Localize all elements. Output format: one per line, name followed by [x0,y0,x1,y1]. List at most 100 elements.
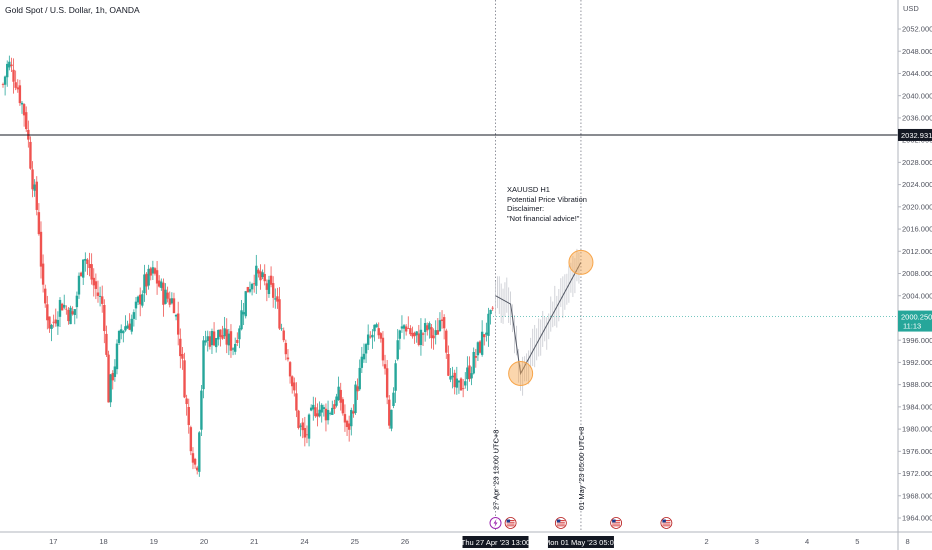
candle-body [227,333,231,346]
x-tick-label: 26 [401,537,409,546]
candle-body [373,324,376,332]
candle-body [75,295,79,308]
lightning-icon[interactable] [489,517,502,529]
candle-body [54,319,57,324]
candle-body [130,318,133,332]
y-tick-label: 1968.000 [902,491,932,500]
candle-body [278,299,281,329]
candle-body [94,281,98,289]
us-flag-icon[interactable] [610,517,623,529]
candle-body [360,356,364,368]
candle-body [478,341,482,353]
note-line: XAUUSD H1 [507,185,550,194]
candle-body [191,453,195,463]
candle-body [417,333,421,345]
candle-body [466,367,469,380]
candle-body [71,311,74,315]
y-tick-label: 2012.000 [902,247,932,256]
candle-body [3,76,7,85]
highlight-circle[interactable] [508,361,534,387]
flag-icon-stripe [506,523,515,525]
candle-body [394,363,397,391]
candle-body [335,396,338,406]
candle-body [341,399,345,414]
candle-body [172,298,176,314]
flag-icon-canton [612,519,616,523]
y-tick-label: 2004.000 [902,291,932,300]
flag-icon-ring [660,517,673,529]
candle-body [440,319,444,321]
candle-body [426,325,429,331]
candle-body [324,408,328,421]
candle-body [242,312,245,315]
candle-body [58,299,62,317]
us-flag-icon[interactable] [504,517,517,529]
candle-body [390,409,393,429]
candle-body [35,181,38,210]
candle-body [263,274,266,282]
candle-body [461,388,465,390]
y-tick-label: 1972.000 [902,469,932,478]
candle-body [65,308,68,310]
candle-body [157,280,161,287]
candle-body [307,414,311,439]
us-flag-icon[interactable] [554,517,567,529]
x-tick-label: 19 [150,537,158,546]
candle-body [453,372,456,388]
candle-body [147,268,150,286]
price-axis[interactable]: USD 1964.000 1968.000 1972.000 1976.000 1980.… [897,0,932,550]
candle-body [103,304,106,332]
candle-body [181,354,184,359]
candle-body [84,258,87,261]
vertical-marker-time-label: Thu 27 Apr '23 13:00 [461,538,530,547]
x-tick-label: 5 [855,537,859,546]
projection-path[interactable] [495,262,582,376]
candle-body [265,283,269,290]
highlight-circle[interactable] [568,249,594,275]
candle-body [170,298,174,304]
candle-body [366,334,370,345]
candle-body [299,425,302,427]
candle-body [20,102,24,105]
y-tick-label: 1988.000 [902,380,932,389]
candle-body [187,407,190,426]
candle-body [225,329,228,345]
candle-body [252,283,256,285]
chart-title: Gold Spot / U.S. Dollar, 1h, OANDA [5,5,140,15]
candle-body [98,295,102,297]
x-tick-label: 18 [99,537,107,546]
candle-body [284,342,288,355]
x-tick-label: 25 [351,537,359,546]
vertical-marker-rotated-label: 01 May '23 05:00 UTC+8 [577,427,586,510]
flag-icon-ring [504,517,517,529]
candle-body [377,328,380,336]
candle-body [352,411,355,414]
plot-area[interactable] [1,55,494,477]
candle-body [206,336,209,341]
candle-body [392,392,395,406]
candle-body [107,354,110,403]
flag-icon-stripe [506,525,515,527]
flag-icon-stripe [612,525,621,527]
y-tick-label: 2020.000 [902,202,932,211]
candle-body [164,289,167,304]
candle-body [369,336,372,338]
candle-body [202,340,205,390]
time-axis[interactable]: 17 18 19 20 21 24 25 26 2 3 4 5 8 Thu 27 Apr '23 13:0… [0,531,932,548]
candle-body [155,270,159,284]
note-line: Disclaimer: [507,204,545,213]
candle-body [128,323,131,330]
candle-body [179,338,182,357]
flag-icon-stripe [662,521,671,523]
us-flag-icon[interactable] [660,517,673,529]
candle-body [430,327,433,339]
candle-body [375,324,378,328]
x-tick-label: 20 [200,537,208,546]
candle-body [371,334,374,338]
candle-body [286,357,290,360]
x-tick-label: 21 [250,537,258,546]
candle-body [396,340,399,360]
candle-body [208,336,212,347]
candle-body [183,360,186,398]
